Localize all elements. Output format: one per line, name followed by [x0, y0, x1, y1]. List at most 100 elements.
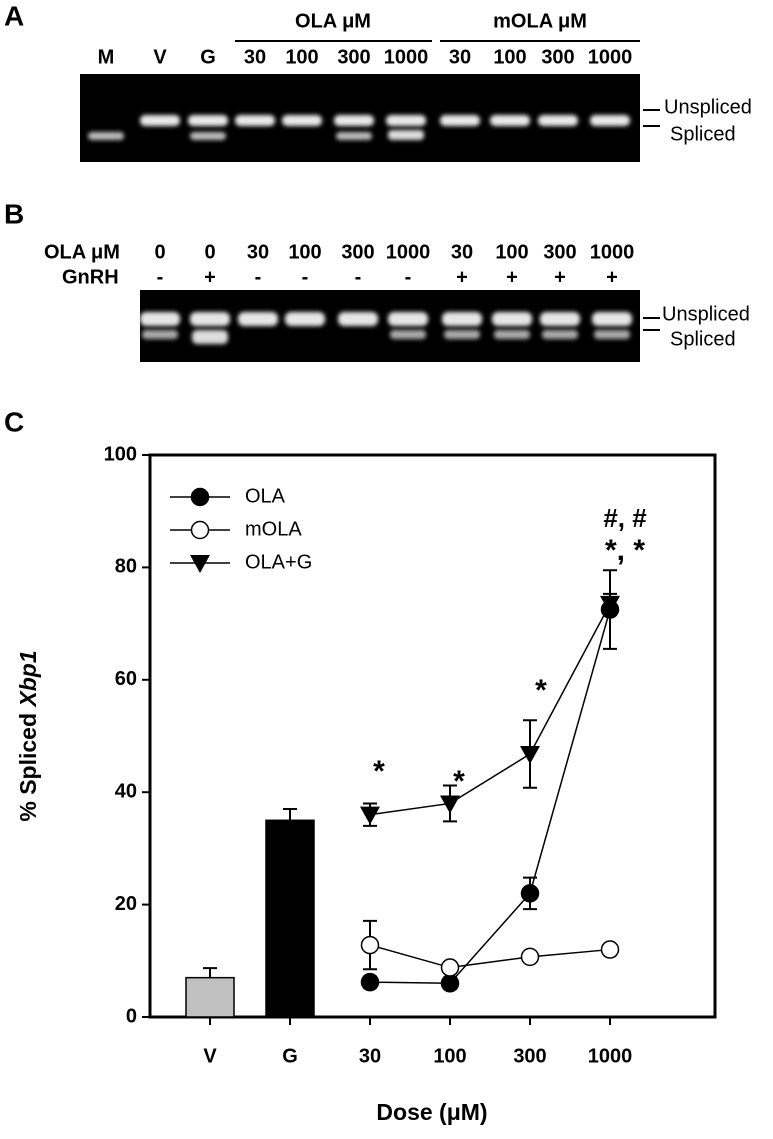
legend-label: mOLA [245, 518, 302, 540]
annotation: * [453, 765, 465, 798]
y-tick-label: 80 [115, 556, 137, 578]
gel-band [492, 312, 532, 326]
legend-label: OLA+G [245, 551, 312, 573]
gel-band [494, 330, 530, 339]
dose-label: 300 [341, 241, 374, 263]
gel-band [442, 312, 482, 326]
band-label: Unspliced [662, 303, 750, 325]
gel-band [140, 115, 180, 126]
error-bar [283, 808, 297, 821]
gel-band [594, 330, 630, 339]
y-axis-label: % Spliced Xbp1 [15, 650, 41, 821]
marker [520, 745, 540, 764]
lane-label: 300 [337, 46, 370, 68]
dose-label: 300 [543, 241, 576, 263]
x-tick-label: 300 [513, 1045, 546, 1067]
panel-label: B [4, 198, 24, 229]
dose-label: 30 [247, 241, 269, 263]
gel-band [188, 115, 228, 126]
gnrh-label: - [405, 266, 412, 288]
lane-label: 1000 [384, 46, 429, 68]
annotation: * [535, 674, 547, 707]
bar [185, 976, 235, 1018]
gel-band [142, 330, 178, 339]
annotation: *, * [605, 534, 645, 567]
gel-band [235, 115, 275, 126]
dose-label: 100 [288, 241, 321, 263]
gel-band [192, 330, 228, 344]
x-tick-label: 30 [359, 1045, 381, 1067]
marker [440, 795, 460, 814]
dose-label: 0 [154, 241, 165, 263]
dose-label: 0 [204, 241, 215, 263]
gnrh-label: + [606, 266, 618, 288]
gel-band [282, 115, 322, 126]
group-label: mOLA μM [493, 10, 587, 32]
gel-band [440, 115, 480, 126]
marker [360, 935, 380, 955]
y-tick-label: 100 [104, 443, 137, 465]
gnrh-label: - [157, 266, 164, 288]
series-line [369, 944, 611, 969]
x-tick-label: 100 [433, 1045, 466, 1067]
gel-band [538, 115, 578, 126]
plot-frame [148, 453, 717, 1019]
lane-label: 100 [285, 46, 318, 68]
y-tick-label: 0 [126, 1005, 137, 1027]
band-label: Spliced [670, 123, 736, 145]
gnrh-label: + [204, 266, 216, 288]
gel-band [140, 312, 180, 326]
y-tick-label: 40 [115, 780, 137, 802]
gel-band [338, 312, 378, 326]
gel-band [336, 132, 372, 140]
x-axis-label: Dose (μM) [376, 1099, 487, 1125]
gel-band [542, 330, 578, 339]
gel-band [390, 330, 426, 339]
gel-band [386, 115, 426, 126]
marker [600, 595, 620, 614]
marker [520, 884, 540, 903]
legend-marker [190, 487, 210, 507]
legend-marker [190, 555, 210, 573]
marker [360, 806, 380, 825]
dose-label: 30 [451, 241, 473, 263]
gel-band [190, 312, 230, 326]
panel-label: A [4, 0, 24, 31]
y-axis-label-gene: Xbp1 [15, 650, 41, 708]
lane-label: 30 [449, 46, 471, 68]
series-line [369, 609, 611, 985]
gnrh-label: - [355, 266, 362, 288]
row-label: OLA μM [44, 241, 120, 263]
gnrh-label: - [302, 266, 309, 288]
gel-band [88, 132, 124, 140]
gnrh-label: + [554, 266, 566, 288]
gel-band [334, 115, 374, 126]
series-line [369, 603, 611, 816]
marker [360, 972, 380, 992]
y-axis-label-text: % Spliced [15, 713, 41, 822]
annotation: * [373, 755, 385, 788]
gel-band [285, 312, 325, 326]
y-tick-label: 60 [115, 668, 137, 690]
gel-band [592, 312, 632, 326]
lane-label: 30 [244, 46, 266, 68]
gel-band [388, 312, 428, 326]
dose-label: 100 [495, 241, 528, 263]
annotation: #, # [603, 503, 647, 533]
gel-band [540, 312, 580, 326]
legend-label: OLA [245, 485, 286, 507]
gel-band [238, 312, 278, 326]
x-tick-label: G [282, 1045, 298, 1067]
lane-label: 1000 [588, 46, 633, 68]
y-tick-label: 20 [115, 893, 137, 915]
gnrh-label: + [506, 266, 518, 288]
gnrh-label: + [456, 266, 468, 288]
lane-label: G [200, 46, 216, 68]
x-tick-label: V [203, 1045, 217, 1067]
x-tick-label: 1000 [588, 1045, 633, 1067]
group-label: OLA μM [295, 10, 371, 32]
gel-band [490, 115, 530, 126]
lane-label: 300 [541, 46, 574, 68]
gel-band [590, 115, 630, 126]
marker [440, 958, 460, 977]
